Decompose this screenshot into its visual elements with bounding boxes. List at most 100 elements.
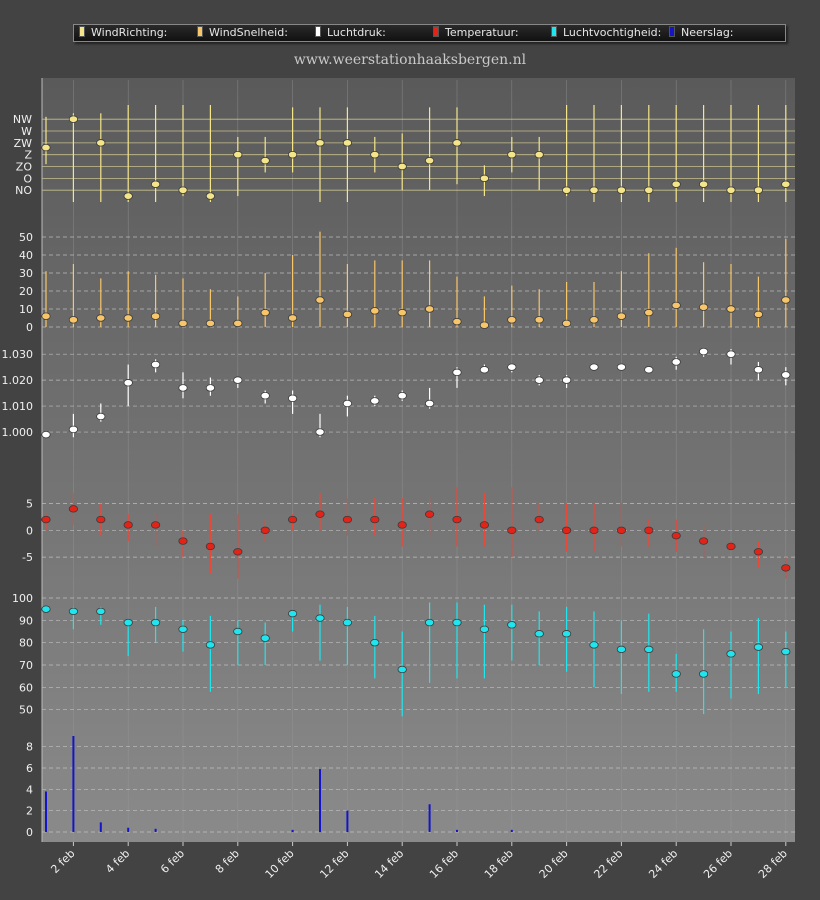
luchtvochtigheid-point [726,650,736,658]
windsnelheid-point [671,301,681,310]
luchtdruk-point [753,366,764,374]
luchtvochtigheid-point [753,643,764,651]
x-tick-label: 18 feb [482,847,516,881]
luchtdruk-point [370,397,380,405]
windrichting-point [260,156,270,165]
temperatuur-point [260,526,270,535]
windrichting-point [123,192,133,200]
temperatuur-point [589,526,599,535]
y-tick-label: -5 [22,551,33,564]
windsnelheid-point [370,307,380,315]
luchtdruk-point [315,428,325,436]
luchtvochtigheid-point [41,605,51,613]
luchtdruk-point [151,360,161,369]
windrichting-point [370,150,380,159]
neerslag-bar [319,769,321,832]
x-tick-label: 10 feb [263,847,297,881]
temperatuur-point [534,515,544,524]
windsnelheid-point [479,321,489,329]
luchtvochtigheid-point [151,618,161,627]
y-tick-label: Z [24,149,32,162]
plot-background [42,78,795,842]
legend-swatch [197,26,203,37]
x-tick-label: 4 feb [103,847,132,876]
windsnelheid-point [178,319,188,328]
legend-item-luchtdruk: Luchtdruk: [315,26,386,39]
windrichting-point [178,186,188,194]
luchtvochtigheid-point [315,614,325,622]
windsnelheid-point [123,314,133,322]
luchtdruk-point [781,371,791,379]
windrichting-point [397,162,407,171]
legend-item-neerslag: Neerslag: [669,26,734,39]
luchtdruk-point [589,363,599,371]
windsnelheid-point [68,316,79,324]
y-tick-label: NO [15,184,32,197]
x-tick-label: 28 feb [756,847,790,881]
legend-swatch [315,26,321,37]
neerslag-bar [456,829,458,832]
luchtvochtigheid-point [507,621,517,629]
windsnelheid-point [589,316,599,324]
windrichting-point [507,150,517,159]
x-tick-label: 16 feb [427,847,461,881]
temperatuur-point [370,515,380,524]
luchtdruk-point [424,399,435,408]
luchtdruk-point [479,366,489,374]
legend-label: WindSnelheid: [209,26,288,39]
neerslag-bar [99,822,102,832]
luchtvochtigheid-point [287,609,298,618]
windsnelheid-point [507,316,517,324]
luchtdruk-point [96,412,106,421]
luchtdruk-point [342,399,352,408]
y-tick-label: 4 [26,783,33,796]
luchtdruk-point [397,392,407,400]
windsnelheid-point [233,319,243,328]
neerslag-bar [72,736,75,832]
temperatuur-point [68,505,79,513]
y-tick-label: 20 [19,285,33,298]
luchtdruk-point [287,394,298,402]
y-tick-label: 1.000 [2,426,34,439]
y-tick-label: 100 [12,592,33,605]
windsnelheid-point [781,296,791,304]
luchtdruk-point [178,384,188,392]
y-tick-label: 2 [26,805,33,818]
windrichting-point [753,186,764,194]
neerslag-bar [346,810,349,832]
x-tick-label: 20 feb [537,847,571,881]
y-tick-label: 8 [26,741,33,754]
legend-item-luchtvochtigheid: Luchtvochtigheid: [551,26,661,39]
x-tick-label: 14 feb [372,847,406,881]
y-tick-label: 5 [26,497,33,510]
y-tick-label: W [21,125,32,138]
temperatuur-point [726,542,736,551]
temperatuur-point [698,537,709,545]
legend-label: Luchtvochtigheid: [563,26,662,39]
y-tick-label: 50 [19,704,33,717]
windsnelheid-point [96,314,106,322]
temperatuur-point [479,521,489,529]
windsnelheid-point [287,314,298,322]
temperatuur-point [616,526,627,535]
temperatuur-point [507,526,517,535]
temperatuur-point [41,515,51,524]
temperatuur-point [781,564,791,572]
luchtvochtigheid-point [589,641,599,649]
windrichting-point [452,139,462,147]
temperatuur-point [452,515,462,524]
temperatuur-point [644,526,654,535]
neerslag-bar [428,804,431,832]
luchtvochtigheid-point [698,670,709,678]
luchtvochtigheid-point [342,618,352,627]
luchtdruk-point [260,392,270,400]
windsnelheid-point [726,305,736,313]
y-tick-label: 40 [19,249,33,262]
luchtvochtigheid-point [479,625,489,633]
luchtvochtigheid-point [452,618,462,627]
x-tick-label: 12 feb [317,847,351,881]
legend-item-windsnelheid: WindSnelheid: [197,26,288,39]
y-tick-label: 80 [19,637,33,650]
luchtvochtigheid-point [68,607,79,616]
windrichting-point [151,180,161,188]
